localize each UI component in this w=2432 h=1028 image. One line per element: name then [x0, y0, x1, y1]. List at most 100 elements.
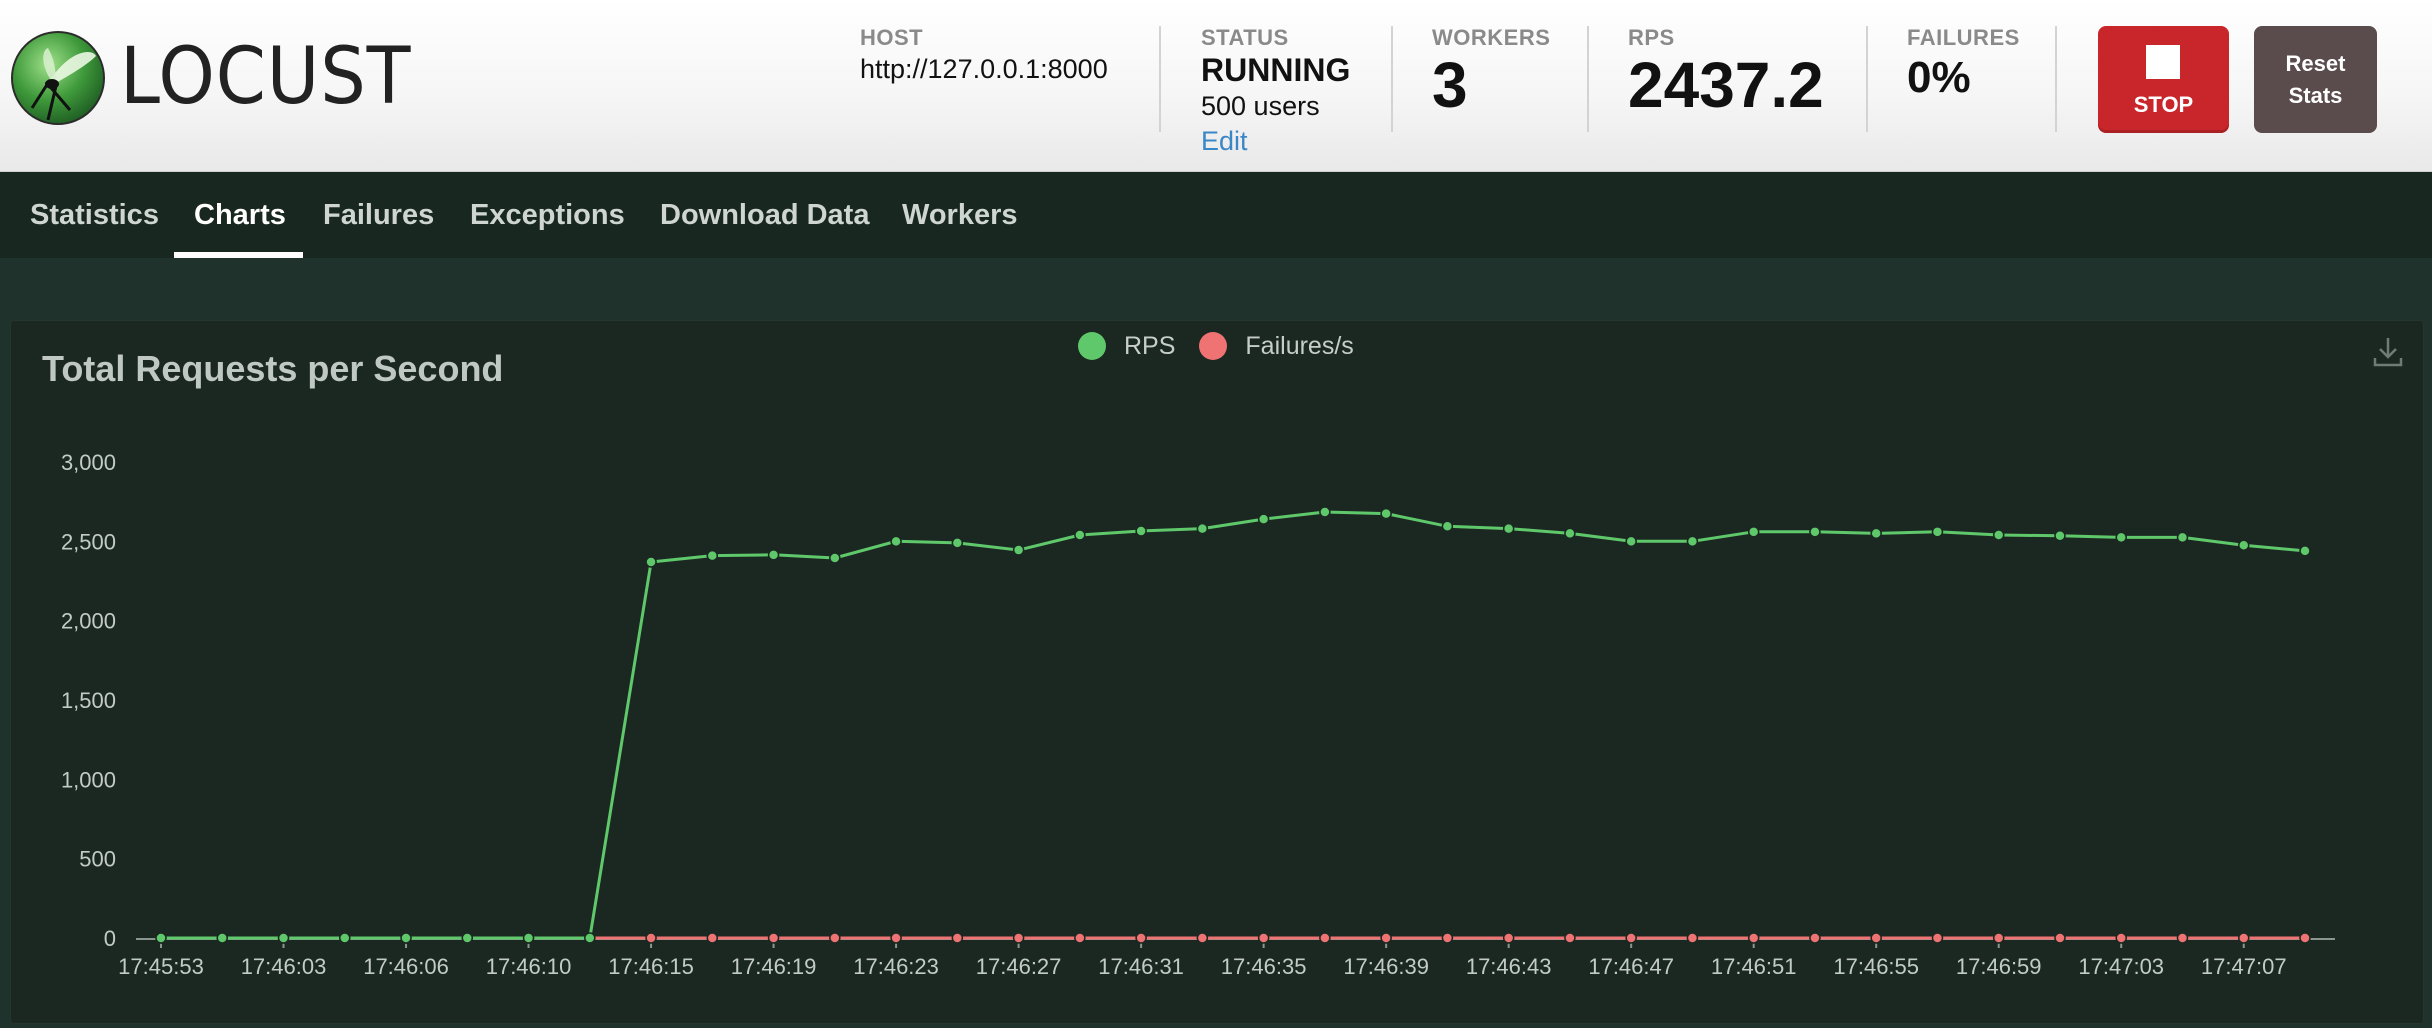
rps-data-point: [1686, 535, 1699, 548]
failures-data-point: [829, 932, 841, 944]
rps-data-point: [1931, 526, 1944, 538]
failures-data-point: [1380, 932, 1392, 944]
y-tick-label: 2,000: [61, 609, 116, 634]
host-label: HOST: [860, 25, 924, 50]
rps-data-point: [1196, 522, 1209, 535]
reset-stats-label: Reset Stats: [2285, 50, 2346, 108]
tab-download-data[interactable]: Download Data: [660, 199, 870, 231]
tab-charts[interactable]: Charts: [194, 199, 286, 231]
x-tick-label: 17:46:43: [1466, 954, 1552, 979]
failures-data-point: [1441, 932, 1454, 944]
tab-workers[interactable]: Workers: [902, 199, 1018, 231]
x-tick-label: 17:47:07: [2201, 954, 2287, 979]
header-divider: [1159, 26, 1161, 132]
rps-label: RPS: [1628, 25, 1675, 50]
status-value: RUNNING: [1201, 52, 1351, 88]
failures-data-point: [645, 932, 657, 944]
rps-data-point: [829, 552, 841, 564]
rps-data-point: [2176, 531, 2189, 544]
failures-data-point: [1074, 932, 1086, 944]
rps-data-point: [1502, 522, 1515, 535]
chart-legend: RPS Failures/s: [1078, 330, 1378, 362]
header-divider: [1587, 26, 1589, 132]
failures-data-point: [1135, 932, 1147, 944]
y-tick-label: 0: [104, 926, 116, 951]
rps-data-point: [277, 932, 290, 944]
rps-data-point: [645, 556, 657, 568]
download-icon[interactable]: [2370, 334, 2406, 370]
failures-data-point: [706, 932, 719, 944]
y-tick-label: 2,500: [61, 529, 116, 554]
x-tick-label: 17:46:23: [853, 954, 939, 979]
failures-data-point: [1992, 932, 2005, 944]
rps-data-point: [216, 932, 229, 944]
rps-stat: RPS 2437.2: [1628, 25, 1824, 121]
rps-data-point: [1747, 526, 1760, 538]
y-tick-label: 3,000: [61, 450, 116, 475]
stop-icon: [2146, 45, 2180, 79]
top-header: LOCUST HOST http://127.0.0.1:8000 STATUS…: [0, 0, 2432, 172]
tab-failures[interactable]: Failures: [323, 199, 435, 231]
x-tick-label: 17:46:55: [1833, 954, 1919, 979]
failures-label: FAILURES: [1907, 25, 2020, 50]
x-tick-label: 17:46:39: [1343, 954, 1429, 979]
failures-data-point: [2299, 932, 2311, 944]
x-tick-label: 17:46:10: [486, 954, 572, 979]
workers-value: 3: [1432, 49, 1468, 121]
app-logo-text: LOCUST: [120, 32, 412, 122]
failures-data-point: [1319, 932, 1331, 944]
tab-statistics[interactable]: Statistics: [30, 199, 159, 231]
active-tab-indicator: [174, 252, 303, 258]
y-tick-label: 1,500: [61, 688, 116, 713]
failures-data-point: [951, 932, 964, 944]
stop-button[interactable]: STOP: [2098, 26, 2229, 133]
rps-data-point: [767, 549, 780, 561]
x-tick-label: 17:46:35: [1221, 954, 1307, 979]
rps-data-point: [584, 932, 596, 944]
legend-failures-label[interactable]: Failures/s: [1245, 331, 1354, 360]
failures-data-point: [2115, 932, 2127, 944]
reset-stats-button[interactable]: Reset Stats: [2254, 26, 2377, 133]
x-tick-label: 17:46:47: [1588, 954, 1674, 979]
legend-rps-label[interactable]: RPS: [1124, 331, 1176, 360]
failures-data-point: [1502, 932, 1515, 944]
rps-series-line: [161, 510, 2306, 940]
rps-data-point: [951, 537, 964, 549]
rps-data-point: [1992, 529, 2005, 541]
rps-data-point: [1319, 506, 1331, 518]
failures-data-point: [1870, 932, 1882, 944]
legend-rps-swatch[interactable]: [1078, 332, 1106, 360]
x-tick-label: 17:46:06: [363, 954, 449, 979]
failures-data-point: [1564, 932, 1576, 944]
failures-data-point: [1257, 932, 1270, 944]
y-tick-label: 500: [79, 847, 116, 872]
failures-data-point: [1196, 932, 1209, 944]
rps-data-point: [1135, 525, 1147, 537]
y-tick-label: 1,000: [61, 767, 116, 792]
x-tick-label: 17:46:27: [976, 954, 1062, 979]
failures-data-point: [767, 932, 780, 944]
rps-data-point: [1257, 513, 1270, 525]
failures-data-point: [2054, 932, 2066, 944]
rps-data-point: [2237, 539, 2250, 552]
legend-failures-swatch[interactable]: [1199, 332, 1228, 360]
stop-button-label: STOP: [2133, 92, 2194, 117]
rps-value: 2437.2: [1628, 49, 1824, 121]
workers-stat: WORKERS 3: [1432, 26, 1550, 121]
rps-data-point: [461, 932, 474, 944]
tab-exceptions[interactable]: Exceptions: [470, 199, 625, 231]
x-tick-label: 17:47:03: [2078, 954, 2164, 979]
rps-data-point: [1012, 544, 1025, 556]
x-tick-label: 17:46:03: [241, 954, 327, 979]
x-tick-label: 17:46:51: [1711, 954, 1797, 979]
main-nav: Statistics Charts Failures Exceptions Do…: [0, 172, 2432, 258]
rps-data-point: [400, 932, 412, 944]
edit-link[interactable]: Edit: [1201, 126, 1248, 156]
rps-data-point: [2299, 545, 2311, 557]
rps-data-point: [2054, 530, 2066, 542]
header-divider: [1866, 26, 1868, 132]
failures-data-point: [1809, 932, 1821, 944]
x-tick-label: 17:46:59: [1956, 954, 2042, 979]
header-divider: [2055, 26, 2057, 132]
rps-data-point: [155, 932, 167, 944]
